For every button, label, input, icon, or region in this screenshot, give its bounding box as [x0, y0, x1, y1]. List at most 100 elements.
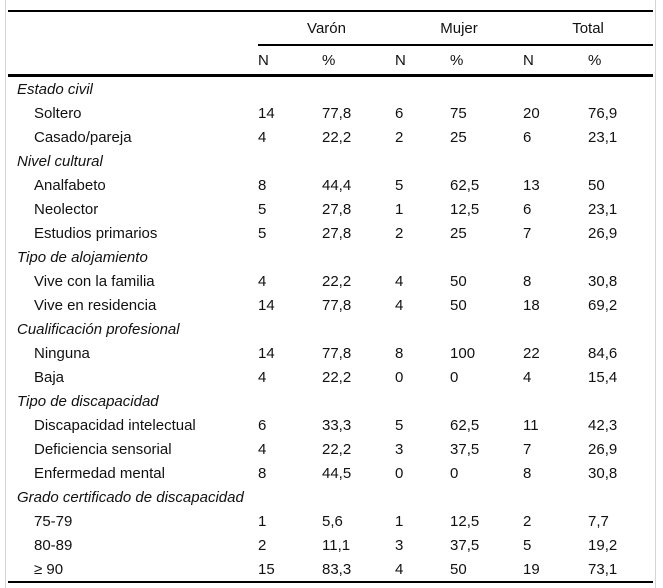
group-header-varon: Varón: [258, 10, 396, 46]
section-row: Tipo de alojamiento: [8, 245, 653, 269]
value-cell: 50: [450, 272, 467, 290]
value-cell: 0: [450, 464, 459, 482]
table-header: Varón Mujer Total N % N % N %: [8, 10, 654, 77]
value-cell: 76,9: [588, 104, 618, 122]
value-cell: 18: [523, 296, 540, 314]
value-cell: 1: [395, 200, 404, 218]
corner-cell: [8, 45, 258, 77]
value-cell: 13: [523, 176, 540, 194]
value-cell: 62,5: [450, 416, 480, 434]
value-cell: 2: [395, 128, 404, 146]
value-cell: 19: [523, 557, 589, 583]
section-title: Tipo de discapacidad: [17, 392, 159, 410]
value-cell: 23,1: [588, 128, 618, 146]
subheader-mujer-pct: %: [450, 45, 524, 77]
value-cell: 4: [258, 368, 267, 386]
value-cell: 14: [258, 104, 275, 122]
data-row: Vive en residencia 14 77,8 4 50 18 69,2: [8, 293, 653, 317]
value-cell: 5,6: [322, 512, 343, 530]
value-cell: 27,8: [322, 200, 352, 218]
data-row: Neolector 5 27,8 1 12,5 6 23,1: [8, 197, 653, 221]
row-label: Deficiencia sensorial: [34, 440, 172, 458]
value-cell: 77,8: [322, 344, 352, 362]
value-cell: 44,4: [322, 176, 352, 194]
subheader-varon-n: N: [258, 45, 322, 77]
value-cell: 77,8: [322, 296, 352, 314]
value-cell: 12,5: [450, 200, 480, 218]
value-cell: 22,2: [322, 128, 352, 146]
value-cell: 2: [523, 512, 532, 530]
value-cell: 4: [395, 272, 404, 290]
value-cell: 100: [450, 344, 476, 362]
value-cell: 11,1: [322, 536, 351, 554]
value-cell: 5: [395, 176, 404, 194]
section-title: Tipo de alojamiento: [17, 248, 148, 266]
row-label: 80-89: [34, 536, 73, 554]
section-row: Estado civil: [8, 76, 653, 102]
value-cell: 73,1: [588, 557, 654, 583]
value-cell: 11: [523, 416, 539, 434]
value-cell: 75: [450, 104, 467, 122]
row-label: Discapacidad intelectual: [34, 416, 196, 434]
value-cell: 3: [395, 440, 404, 458]
subheader-varon-pct: %: [322, 45, 396, 77]
value-cell: 15,4: [588, 368, 618, 386]
value-cell: 50: [588, 176, 605, 194]
value-cell: 25: [450, 224, 467, 242]
data-row: Discapacidad intelectual 6 33,3 5 62,5 11 42,3: [8, 413, 653, 437]
row-label: Analfabeto: [34, 176, 106, 194]
value-cell: 0: [395, 464, 404, 482]
value-cell: 15: [258, 557, 322, 583]
data-row: Vive con la familia 4 22,2 4 50 8 30,8: [8, 269, 653, 293]
value-cell: 27,8: [322, 224, 352, 242]
value-cell: 14: [258, 344, 275, 362]
value-cell: 19,2: [588, 536, 618, 554]
section-row: Tipo de discapacidad: [8, 389, 653, 413]
value-cell: 14: [258, 296, 275, 314]
section-title: Grado certificado de discapacidad: [17, 488, 244, 506]
section-row: Cualificación profesional: [8, 317, 653, 341]
value-cell: 7: [523, 224, 532, 242]
row-label: Casado/pareja: [34, 128, 132, 146]
value-cell: 4: [258, 128, 267, 146]
value-cell: 6: [258, 416, 267, 434]
value-cell: 4: [258, 272, 267, 290]
section-row: Grado certificado de discapacidad: [8, 485, 653, 509]
subheader-total-pct: %: [588, 45, 654, 77]
value-cell: 62,5: [450, 176, 480, 194]
value-cell: 69,2: [588, 296, 618, 314]
row-label: Neolector: [34, 200, 99, 218]
value-cell: 4: [258, 440, 267, 458]
value-cell: 6: [395, 104, 404, 122]
value-cell: 5: [258, 224, 267, 242]
row-label: Enfermedad mental: [34, 464, 165, 482]
group-header-row: Varón Mujer Total: [8, 10, 654, 46]
statistics-table: Varón Mujer Total N % N % N % Estado civ…: [8, 10, 654, 583]
value-cell: 22,2: [322, 440, 352, 458]
value-cell: 37,5: [450, 536, 480, 554]
section-title: Cualificación profesional: [17, 320, 180, 338]
value-cell: 0: [450, 368, 459, 386]
data-row: Analfabeto 8 44,4 5 62,5 13 50: [8, 173, 653, 197]
row-label: 75-79: [34, 512, 73, 530]
subheader-row: N % N % N %: [8, 45, 654, 77]
data-row: Ninguna 14 77,8 8 100 22 84,6: [8, 341, 653, 365]
group-header-mujer: Mujer: [395, 10, 524, 46]
value-cell: 6: [523, 128, 532, 146]
row-label: Soltero: [34, 104, 82, 122]
value-cell: 22,2: [322, 272, 352, 290]
value-cell: 8: [395, 344, 404, 362]
value-cell: 5: [395, 416, 404, 434]
value-cell: 2: [258, 536, 267, 554]
value-cell: 4: [395, 296, 404, 314]
value-cell: 83,3: [322, 557, 396, 583]
row-label: ≥ 90: [8, 557, 258, 583]
subheader-total-n: N: [523, 45, 589, 77]
value-cell: 22: [523, 344, 540, 362]
corner-cell: [8, 10, 258, 45]
value-cell: 6: [523, 200, 532, 218]
value-cell: 42,3: [588, 416, 618, 434]
row-label: Vive con la familia: [34, 272, 155, 290]
section-title: Nivel cultural: [17, 152, 103, 170]
value-cell: 33,3: [322, 416, 352, 434]
